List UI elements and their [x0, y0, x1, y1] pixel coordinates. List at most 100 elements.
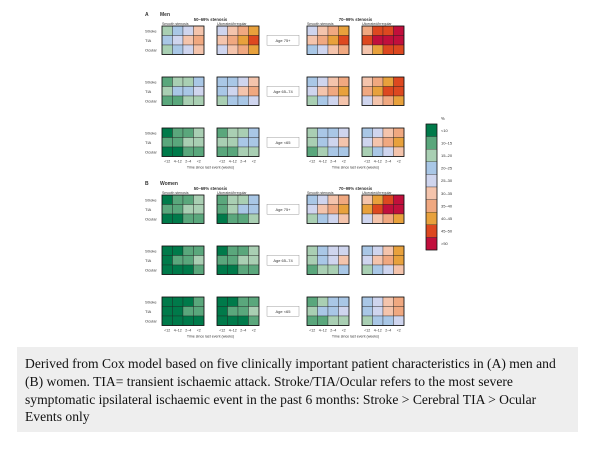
- heatmap-cell: [193, 213, 205, 224]
- heatmap-cell: [237, 137, 249, 148]
- heatmap-cell: [216, 255, 228, 266]
- heatmap-cell: [372, 255, 384, 266]
- heatmap-cell: [161, 146, 173, 157]
- heatmap-cell: [248, 245, 260, 256]
- legend-swatch: [425, 212, 438, 225]
- heatmap-cell: [382, 95, 394, 106]
- heatmap-cell: [306, 76, 318, 87]
- heatmap-cell: [317, 44, 329, 55]
- column-group-label: Ulcerated/irregular: [362, 22, 392, 26]
- heatmap-cell: [361, 204, 373, 215]
- heatmap-grid-border: [361, 127, 405, 157]
- heatmap-cell: [361, 213, 373, 224]
- stenosis-header: 70–99% stenosis: [339, 186, 373, 191]
- risk-heatmap-figure: A Men 50–69% stenosis 70–99% stenosis Smooth…: [145, 12, 453, 339]
- heatmap-cell: [172, 137, 184, 148]
- heatmap-cell: [361, 76, 373, 87]
- heatmap-cell: [161, 245, 173, 256]
- heatmap-cell: [306, 95, 318, 106]
- legend-swatch: [425, 199, 438, 213]
- heatmap-cell: [161, 35, 173, 46]
- heatmap-cell: [227, 194, 239, 205]
- heatmap-cell: [393, 25, 405, 36]
- heatmap-cell: [393, 296, 405, 307]
- heatmap-grid-border: [361, 76, 405, 106]
- heatmap-cell: [172, 76, 184, 87]
- heatmap-cell: [372, 146, 384, 157]
- heatmap-cell: [372, 204, 384, 215]
- heatmap-cell: [361, 315, 373, 326]
- row-label: Ocular: [145, 150, 157, 155]
- heatmap-cell: [182, 213, 194, 224]
- heatmap-cell: [182, 95, 194, 106]
- heatmap-cell: [216, 146, 228, 157]
- heatmap-cell: [237, 44, 249, 55]
- age-label-box: [266, 204, 300, 215]
- heatmap-cell: [172, 245, 184, 256]
- legend-label: 10–15: [441, 140, 453, 145]
- heatmap-cell: [161, 137, 173, 148]
- row-label: Stroke: [145, 300, 157, 305]
- age-label: Age 75+: [275, 207, 291, 212]
- heatmap-cell: [172, 127, 184, 138]
- heatmap-cell: [382, 35, 394, 46]
- heatmap-cell: [327, 146, 339, 157]
- heatmap-cell: [372, 86, 384, 97]
- panel-letter: B: [145, 181, 149, 187]
- heatmap-cell: [172, 194, 184, 205]
- heatmap-cell: [248, 127, 260, 138]
- heatmap-cell: [338, 296, 350, 307]
- age-label-box: [266, 255, 300, 266]
- heatmap-cell: [317, 306, 329, 317]
- heatmap-cell: [327, 264, 339, 275]
- heatmap-cell: [338, 213, 350, 224]
- heatmap-cell: [361, 25, 373, 36]
- heatmap-cell: [317, 95, 329, 106]
- heatmap-cell: [327, 35, 339, 46]
- heatmap-cell: [338, 194, 350, 205]
- column-group-label: Ulcerated/irregular: [362, 191, 392, 195]
- heatmap-cell: [393, 264, 405, 275]
- heatmap-cell: [237, 146, 249, 157]
- heatmap-cell: [161, 213, 173, 224]
- heatmap-cell: [382, 204, 394, 215]
- legend-swatch: [425, 161, 438, 175]
- heatmap-cell: [216, 194, 228, 205]
- heatmap-cell: [227, 25, 239, 36]
- row-label: TIA: [145, 140, 152, 145]
- row-label: Stroke: [145, 249, 157, 254]
- column-group-label: Smooth stenosis: [307, 22, 334, 26]
- heatmap-cell: [182, 306, 194, 317]
- row-label: Ocular: [145, 48, 157, 53]
- heatmap-cell: [227, 315, 239, 326]
- heatmap-cell: [338, 315, 350, 326]
- heatmap-cell: [161, 95, 173, 106]
- heatmap-grid-border: [216, 127, 260, 157]
- heatmap-cell: [193, 255, 205, 266]
- heatmap-cell: [306, 315, 318, 326]
- heatmap-cell: [227, 127, 239, 138]
- heatmap-cell: [372, 264, 384, 275]
- heatmap-cell: [306, 213, 318, 224]
- heatmap-cell: [393, 44, 405, 55]
- heatmap-cell: [216, 204, 228, 215]
- heatmap-cell: [317, 194, 329, 205]
- heatmap-cell: [227, 86, 239, 97]
- heatmap-cell: [172, 213, 184, 224]
- heatmap-cell: [372, 35, 384, 46]
- heatmap-cell: [172, 306, 184, 317]
- heatmap-cell: [227, 213, 239, 224]
- panel-title: Men: [160, 12, 170, 18]
- row-label: TIA: [145, 89, 152, 94]
- heatmap-cell: [393, 204, 405, 215]
- heatmap-cell: [361, 306, 373, 317]
- heatmap-cell: [237, 306, 249, 317]
- heatmap-cell: [193, 204, 205, 215]
- heatmap-cell: [182, 245, 194, 256]
- heatmap-cell: [182, 127, 194, 138]
- heatmap-cell: [216, 315, 228, 326]
- heatmap-cell: [306, 306, 318, 317]
- x-tick-label: <2: [197, 329, 201, 333]
- heatmap-cell: [248, 86, 260, 97]
- heatmap-cell: [216, 245, 228, 256]
